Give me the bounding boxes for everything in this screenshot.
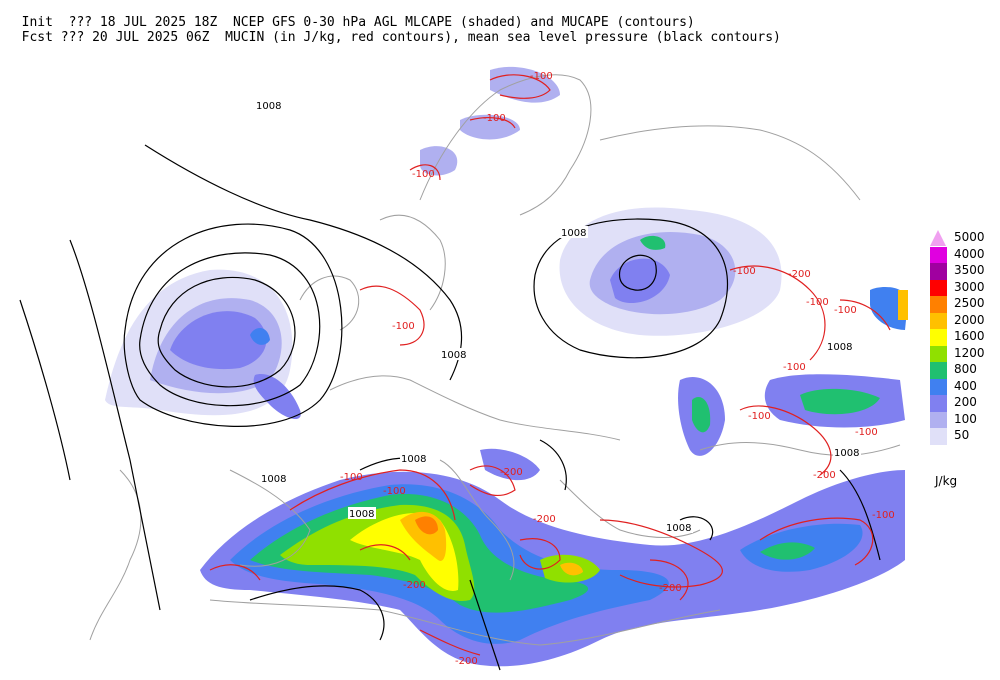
init-line: Init ??? 18 JUL 2025 18Z NCEP GFS 0-30 h… [6,2,695,30]
cin-label: -100 [748,411,771,422]
legend-label: 1200 [954,345,985,360]
title-line-1: NCEP GFS 0-30 hPa AGL MLCAPE (shaded) an… [232,15,695,30]
cin-label: -100 [834,305,857,316]
cin-label: -100 [483,113,506,124]
cin-label: -200 [788,269,811,280]
legend-label: 2500 [954,296,985,310]
cin-label: -100 [530,71,553,82]
legend-swatch [930,411,947,428]
cin-label: -100 [806,297,829,308]
legend-row: 3000 [930,279,998,296]
pressure-label: 1008 [349,509,374,520]
mlcape-shading [105,66,908,667]
fcst-line: Fcst ??? 20 JUL 2025 06Z MUCIN (in J/kg,… [6,17,781,45]
cin-label: -200 [813,470,836,481]
cin-label: -200 [659,583,682,594]
pressure-labels: 1008 1008 1008 1008 1008 1008 1008 1008 … [255,99,861,534]
legend-swatch [930,428,947,445]
title-line-2: MUCIN (in J/kg, red contours), mean sea … [225,30,781,45]
legend-label: 400 [954,378,977,393]
fcst-text: Fcst ??? 20 JUL 2025 06Z [21,30,210,45]
legend-row: 400 [930,378,998,395]
cin-label: -200 [455,656,478,667]
cin-label: -100 [855,427,878,438]
legend-label: 5000 [954,230,985,244]
legend-swatch [930,279,947,296]
cin-label: -100 [383,486,406,497]
legend-label: 100 [954,411,977,426]
pressure-label: 1008 [561,228,586,239]
legend-swatch [930,395,947,412]
cin-label: -200 [403,580,426,591]
cin-label: -100 [340,472,363,483]
legend-swatch [930,345,947,362]
cin-labels: -100 -100 -100 -100 -100 -100 -100 -100 … [340,71,895,667]
legend-row: 200 [930,395,998,412]
legend-row: 3500 [930,263,998,280]
legend-label: 3500 [954,263,985,277]
legend-swatch [930,362,947,379]
cin-label: -200 [533,514,556,525]
coastlines [89,74,901,646]
legend-units: J/kg [935,474,958,488]
legend-label: 1600 [954,329,985,343]
mucin-contours [209,74,891,656]
pressure-label: 1008 [256,101,281,112]
legend-label: 2000 [954,312,985,327]
pressure-label: 1008 [666,523,691,534]
legend-row: 5000 [930,230,998,247]
legend-label: 800 [954,362,977,376]
pressure-label: 1008 [834,448,859,459]
cin-label: -100 [392,321,415,332]
legend-swatch [930,329,947,346]
cin-label: -100 [733,266,756,277]
cin-label: -100 [872,510,895,521]
legend-swatch [930,263,947,280]
legend-label: 4000 [954,246,985,261]
legend-row: 50 [930,428,998,445]
legend-label: 200 [954,395,977,409]
legend-swatch [930,246,947,263]
pressure-label: 1008 [827,342,852,353]
legend-row: 1600 [930,329,998,346]
legend-row: 2500 [930,296,998,313]
pressure-label: 1008 [261,474,286,485]
legend-swatch [930,378,947,395]
cin-label: -100 [412,169,435,180]
cin-label: -200 [500,467,523,478]
color-legend: 5000 4000 3500 3000 2500 2000 1600 1200 800 400 20… [930,230,998,445]
legend-swatch [930,296,947,313]
legend-row: 2000 [930,312,998,329]
pressure-contours [19,144,881,671]
legend-label: 3000 [954,279,985,294]
legend-swatch [930,230,946,246]
pressure-label: 1008 [401,454,426,465]
cin-label: -100 [783,362,806,373]
legend-row: 100 [930,411,998,428]
legend-label: 50 [954,428,970,442]
legend-row: 800 [930,362,998,379]
pressure-label: 1008 [441,350,466,361]
legend-row: 1200 [930,345,998,362]
init-text: Init ??? 18 JUL 2025 18Z [21,15,218,30]
legend-row: 4000 [930,246,998,263]
legend-swatch [930,312,947,329]
